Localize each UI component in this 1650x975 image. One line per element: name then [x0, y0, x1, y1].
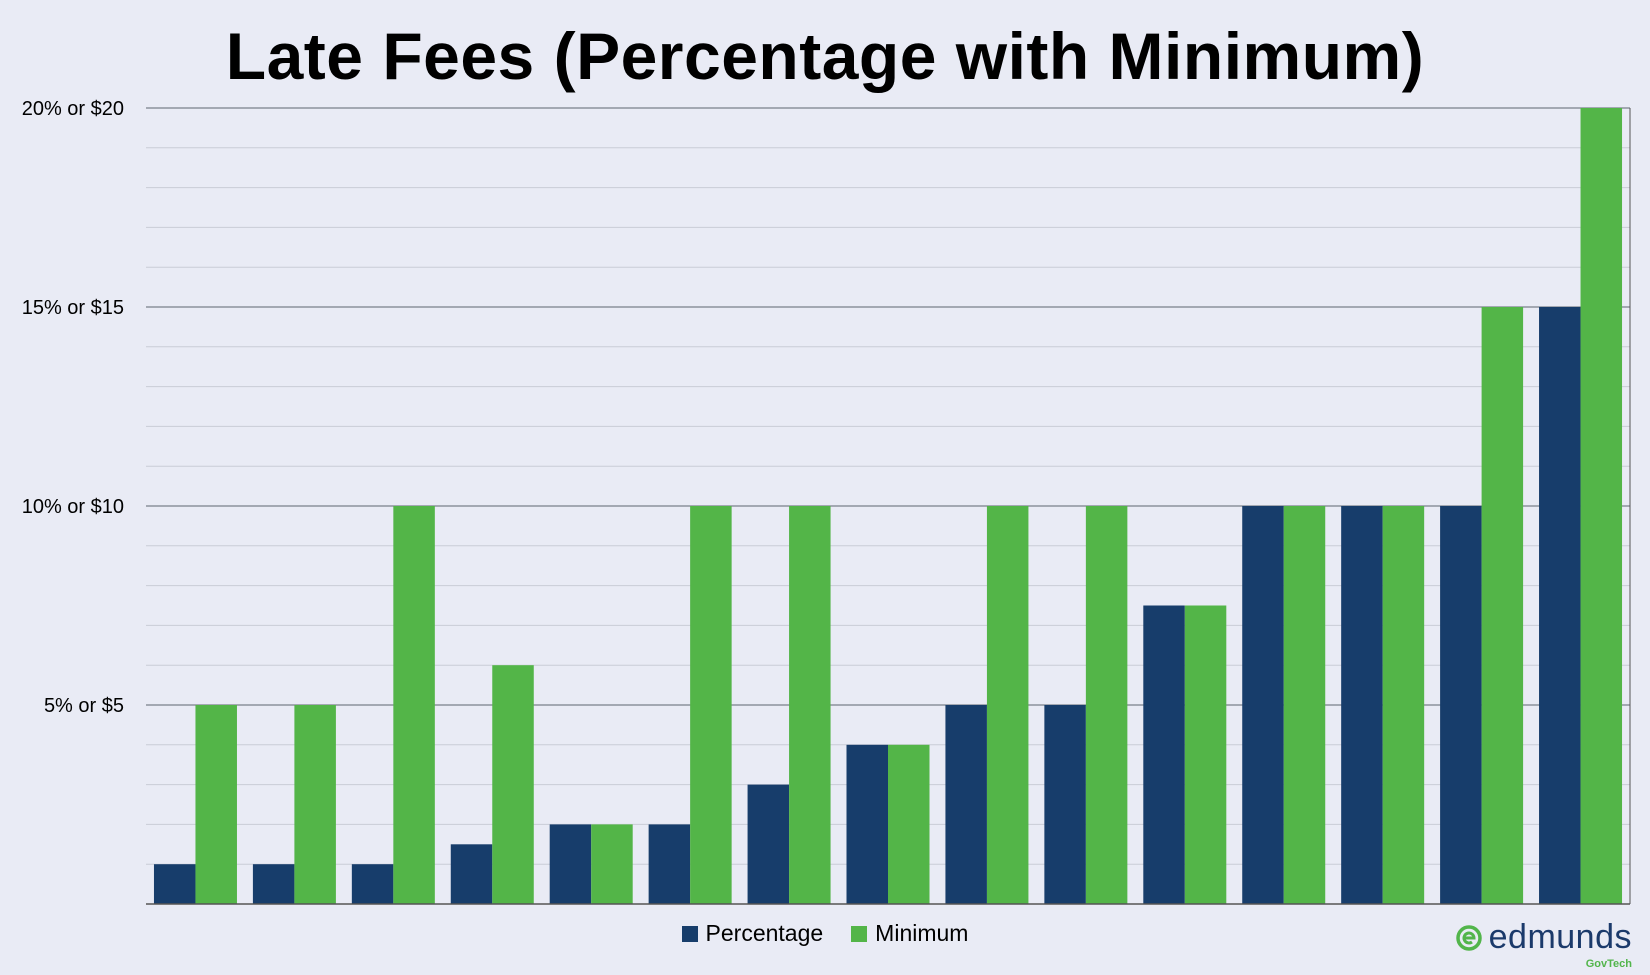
y-axis-tick-labels: 5% or $5 10% or $10 15% or $15 20% or $20 [22, 98, 124, 717]
bar-minimum [690, 506, 732, 904]
bar-minimum [1085, 506, 1128, 904]
bars [153, 108, 1623, 904]
edmunds-logo: edmunds GovTech [1455, 918, 1632, 970]
legend-item-percentage: Percentage [681, 920, 824, 947]
bar-minimum [1184, 605, 1227, 904]
y-tick-label: 5% or $5 [44, 695, 124, 717]
legend: Percentage Minimum [0, 920, 1650, 947]
bar-minimum [1481, 307, 1524, 904]
bar-percentage [846, 744, 888, 904]
legend-swatch-minimum [851, 925, 868, 942]
bar-minimum [1283, 506, 1326, 904]
legend-label-minimum: Minimum [875, 920, 969, 946]
bar-minimum [986, 506, 1029, 904]
edmunds-logo-icon [1455, 924, 1482, 951]
legend-label-percentage: Percentage [705, 920, 824, 946]
bar-minimum [591, 824, 633, 904]
bar-minimum [492, 665, 534, 904]
bar-percentage [945, 705, 987, 904]
bar-minimum [888, 744, 930, 904]
bar-minimum [195, 705, 237, 904]
bar-minimum [1580, 108, 1623, 904]
bar-minimum [789, 506, 831, 904]
logo-subtitle: GovTech [1585, 958, 1632, 970]
bar-minimum [294, 705, 336, 904]
bar-percentage [351, 864, 394, 904]
y-tick-label: 20% or $20 [22, 98, 124, 120]
bar-minimum [393, 506, 435, 904]
bar-percentage [153, 864, 196, 904]
legend-item-minimum: Minimum [851, 920, 968, 947]
logo-wordmark: edmunds [1488, 918, 1632, 956]
chart-title: Late Fees (Percentage with Minimum) [225, 19, 1425, 93]
bar-minimum [1382, 506, 1425, 904]
legend-swatch-percentage [681, 925, 698, 942]
bar-percentage [1044, 705, 1086, 904]
bar-percentage [648, 824, 691, 904]
bar-percentage [549, 824, 592, 904]
bar-percentage [747, 784, 790, 904]
bar-percentage [1143, 605, 1185, 904]
bar-percentage [252, 864, 295, 904]
y-tick-label: 10% or $10 [22, 496, 124, 518]
bar-percentage [1539, 307, 1581, 904]
bar-percentage [1440, 506, 1482, 904]
y-tick-label: 15% or $15 [22, 297, 124, 319]
bar-percentage [1341, 506, 1383, 904]
bar-percentage [450, 844, 493, 904]
axes [146, 108, 1631, 905]
bar-percentage [1242, 506, 1284, 904]
